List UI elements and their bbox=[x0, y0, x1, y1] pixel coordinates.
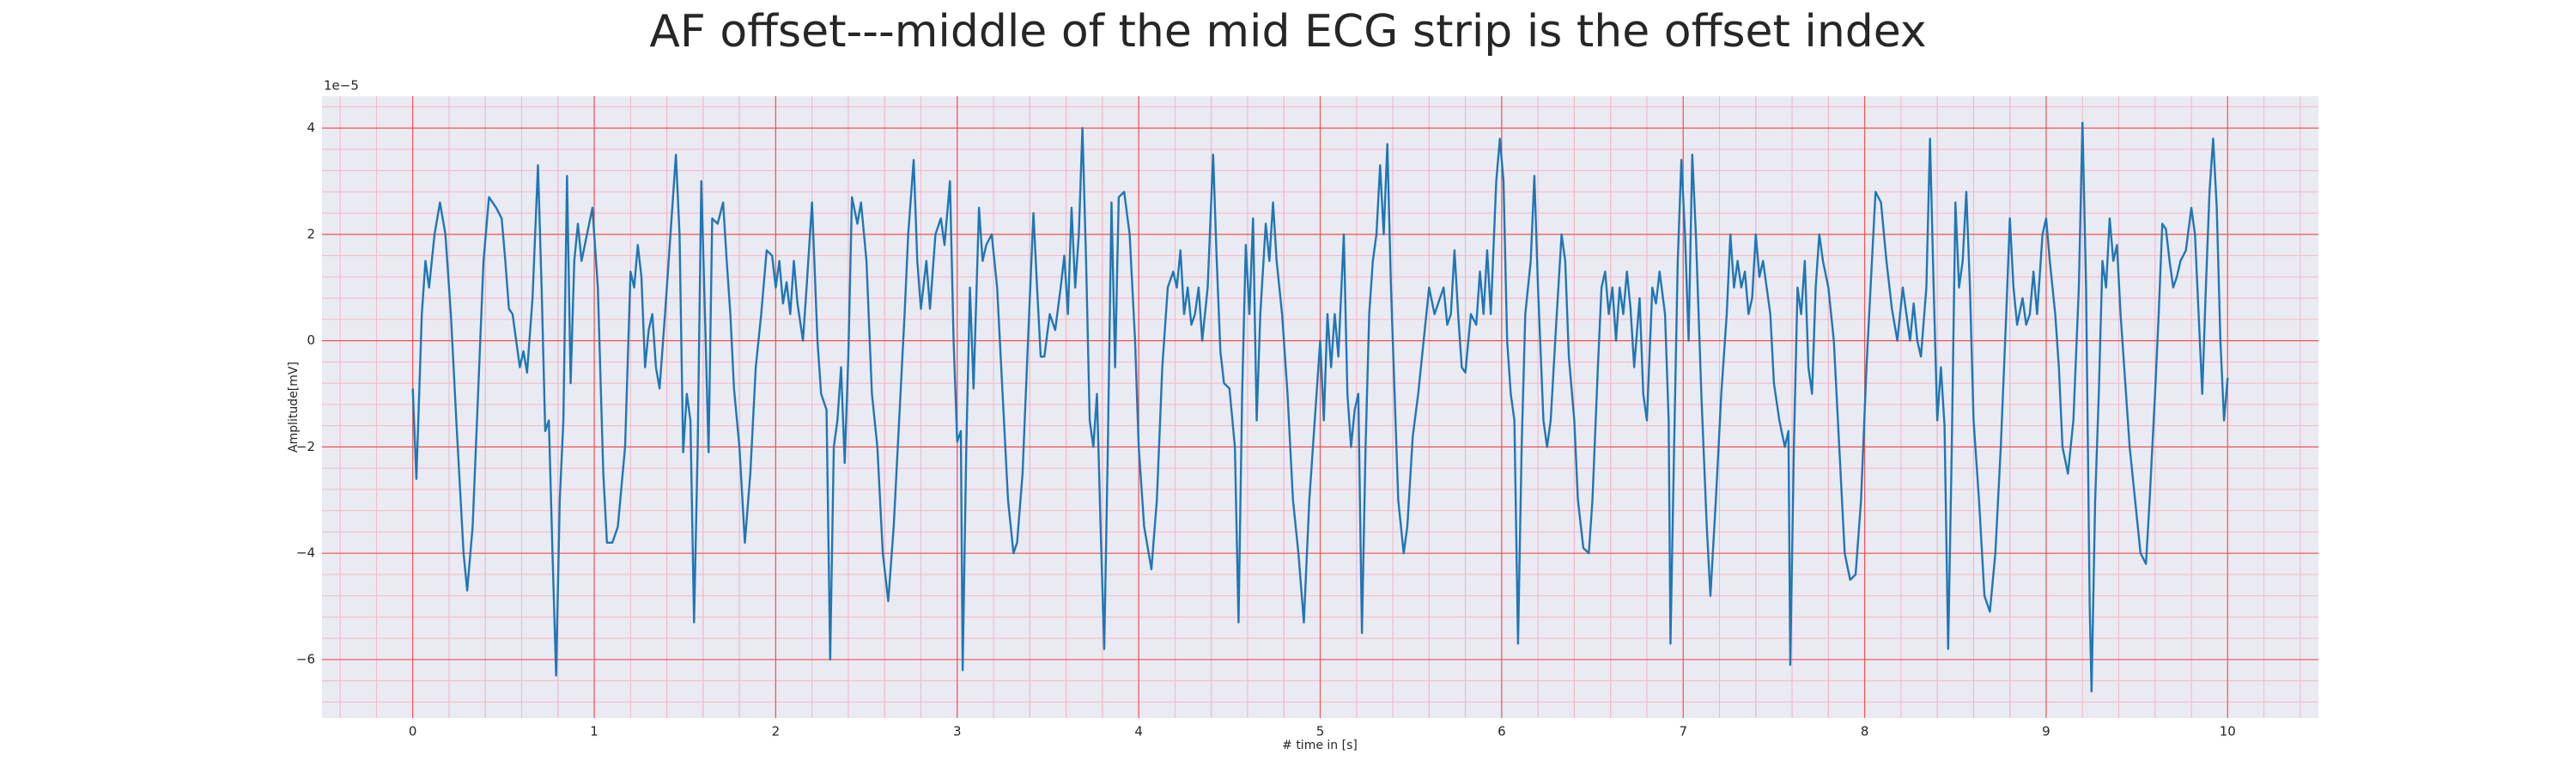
x-tick-label: 0 bbox=[409, 724, 417, 740]
ecg-line bbox=[411, 121, 2229, 693]
y-offset-label: 1e−5 bbox=[324, 78, 359, 94]
x-tick-label: 9 bbox=[2042, 724, 2050, 740]
x-tick-label: 7 bbox=[1679, 724, 1687, 740]
x-axis-label: # time in [s] bbox=[1282, 739, 1358, 752]
x-tick-label: 10 bbox=[2220, 724, 2236, 740]
x-tick-label: 2 bbox=[772, 724, 781, 740]
x-tick-label: 4 bbox=[1134, 724, 1143, 740]
x-tick-label: 3 bbox=[953, 724, 962, 740]
marks bbox=[411, 121, 2229, 693]
y-tick-label: −2 bbox=[296, 439, 315, 454]
y-tick-label: −4 bbox=[296, 545, 315, 561]
chart-title: AF offset---middle of the mid ECG strip … bbox=[649, 6, 1926, 58]
y-tick-label: 4 bbox=[307, 120, 315, 136]
x-tick-label: 6 bbox=[1498, 724, 1506, 740]
x-tick-label: 5 bbox=[1316, 724, 1325, 740]
y-tick-label: 2 bbox=[307, 226, 315, 241]
y-axis-label: Amplitude[mV] bbox=[287, 362, 301, 453]
y-tick-label: −6 bbox=[296, 651, 315, 666]
x-tick-label: 1 bbox=[590, 724, 598, 740]
y-tick-label: 0 bbox=[307, 332, 315, 348]
x-tick-label: 8 bbox=[1861, 724, 1869, 740]
